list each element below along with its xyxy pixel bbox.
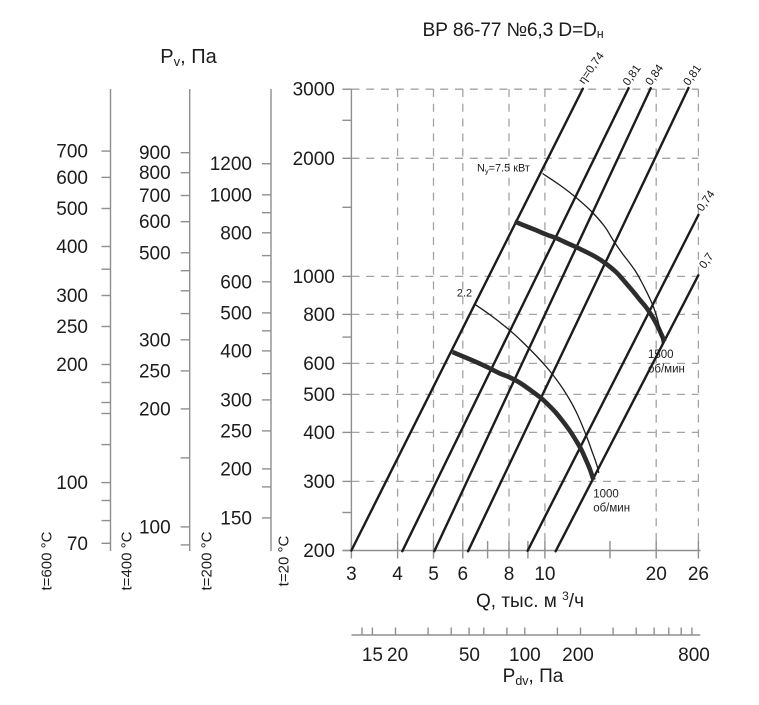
svg-text:1000: 1000 bbox=[210, 185, 252, 206]
svg-text:Q, тыс. м 3/ч: Q, тыс. м 3/ч bbox=[476, 589, 584, 612]
svg-text:100: 100 bbox=[509, 645, 541, 666]
svg-text:15: 15 bbox=[362, 645, 383, 666]
svg-text:Pv, Па: Pv, Па bbox=[160, 46, 217, 69]
svg-text:200: 200 bbox=[562, 645, 594, 666]
svg-text:об/мин: об/мин bbox=[648, 364, 685, 376]
svg-text:500: 500 bbox=[56, 199, 88, 220]
svg-text:500: 500 bbox=[139, 243, 171, 264]
svg-text:3000: 3000 bbox=[293, 80, 335, 101]
svg-text:300: 300 bbox=[56, 286, 88, 307]
svg-text:700: 700 bbox=[56, 142, 88, 163]
svg-text:10: 10 bbox=[534, 564, 555, 585]
svg-text:4: 4 bbox=[392, 564, 403, 585]
svg-text:300: 300 bbox=[303, 472, 335, 493]
svg-text:70: 70 bbox=[67, 534, 88, 555]
svg-text:100: 100 bbox=[139, 517, 171, 538]
svg-text:50: 50 bbox=[459, 645, 480, 666]
svg-text:2.2: 2.2 bbox=[457, 288, 472, 300]
svg-text:200: 200 bbox=[220, 459, 252, 480]
svg-text:2000: 2000 bbox=[293, 149, 335, 170]
svg-text:400: 400 bbox=[220, 341, 252, 362]
svg-text:ВР 86-77 №6,3 D=Dн: ВР 86-77 №6,3 D=Dн bbox=[422, 20, 603, 41]
svg-text:800: 800 bbox=[303, 305, 335, 326]
svg-text:600: 600 bbox=[303, 354, 335, 375]
svg-text:500: 500 bbox=[303, 385, 335, 406]
svg-text:Pdv, Па: Pdv, Па bbox=[503, 666, 564, 688]
svg-text:100: 100 bbox=[56, 473, 88, 494]
svg-text:800: 800 bbox=[139, 163, 171, 184]
svg-text:Nу=7.5 кВт: Nу=7.5 кВт bbox=[477, 163, 530, 176]
svg-text:t=400 °C: t=400 °C bbox=[119, 531, 136, 590]
svg-text:200: 200 bbox=[303, 541, 335, 562]
svg-text:t=200 °C: t=200 °C bbox=[199, 531, 216, 590]
svg-text:800: 800 bbox=[678, 645, 710, 666]
svg-text:500: 500 bbox=[220, 303, 252, 324]
svg-text:20: 20 bbox=[387, 645, 408, 666]
svg-text:250: 250 bbox=[56, 317, 88, 338]
svg-text:6: 6 bbox=[458, 564, 469, 585]
svg-text:400: 400 bbox=[56, 237, 88, 258]
svg-text:8: 8 bbox=[504, 564, 515, 585]
svg-text:250: 250 bbox=[139, 361, 171, 382]
svg-text:1000: 1000 bbox=[593, 488, 619, 500]
svg-text:200: 200 bbox=[139, 399, 171, 420]
svg-text:1000: 1000 bbox=[293, 267, 335, 288]
svg-text:300: 300 bbox=[139, 330, 171, 351]
svg-text:1500: 1500 bbox=[648, 349, 674, 361]
svg-text:700: 700 bbox=[139, 186, 171, 207]
svg-text:300: 300 bbox=[220, 390, 252, 411]
svg-text:5: 5 bbox=[428, 564, 439, 585]
svg-text:600: 600 bbox=[220, 272, 252, 293]
svg-text:200: 200 bbox=[56, 355, 88, 376]
svg-text:1200: 1200 bbox=[210, 154, 252, 175]
svg-text:об/мин: об/мин bbox=[593, 502, 630, 514]
svg-text:600: 600 bbox=[56, 168, 88, 189]
svg-text:600: 600 bbox=[139, 212, 171, 233]
svg-text:20: 20 bbox=[646, 564, 667, 585]
svg-text:900: 900 bbox=[139, 143, 171, 164]
svg-text:250: 250 bbox=[220, 421, 252, 442]
svg-text:800: 800 bbox=[220, 223, 252, 244]
svg-text:400: 400 bbox=[303, 423, 335, 444]
svg-text:t=600 °C: t=600 °C bbox=[39, 531, 56, 590]
svg-text:t=20 °C: t=20 °C bbox=[275, 536, 292, 587]
svg-text:150: 150 bbox=[220, 508, 252, 529]
svg-text:3: 3 bbox=[346, 564, 357, 585]
svg-text:26: 26 bbox=[688, 564, 709, 585]
